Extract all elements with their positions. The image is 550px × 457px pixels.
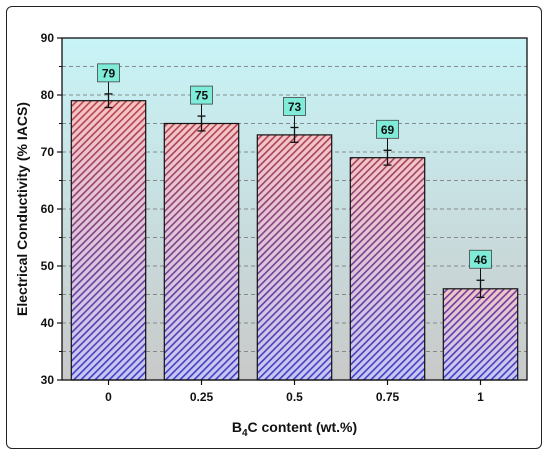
data-label-text: 73	[288, 100, 302, 114]
x-axis-title: B4C content (wt.%)	[232, 419, 357, 439]
data-label-1: 46	[469, 249, 492, 281]
data-label-box	[190, 85, 213, 105]
x-axis-title-prefix: B	[232, 419, 242, 435]
y-tick-label: 40	[41, 316, 55, 330]
data-label-0.5: 73	[283, 97, 306, 128]
data-label-box	[376, 119, 399, 139]
x-tick-label: 0.5	[286, 390, 303, 404]
bar-1	[442, 288, 519, 381]
data-label-box	[283, 97, 306, 116]
error-bars	[104, 93, 485, 299]
x-tick-label: 1	[477, 390, 484, 404]
bars	[70, 100, 519, 381]
data-label-text: 69	[381, 123, 395, 137]
data-label-0.75: 69	[376, 119, 399, 151]
y-tick-label: 60	[41, 202, 55, 216]
x-tick-label: 0.75	[376, 390, 400, 404]
data-label-text: 75	[195, 89, 209, 103]
y-axis-title: Electrical Conductivity (% IACS)	[14, 102, 30, 316]
y-tick-label: 30	[41, 373, 55, 387]
bar-0.75	[349, 157, 426, 381]
bar-hatch	[350, 157, 425, 380]
bar-0.25	[163, 122, 240, 381]
data-label-0.25: 75	[190, 85, 213, 117]
x-axis: 0 0.25 0.5 0.75 1	[105, 380, 484, 404]
bar-0	[70, 100, 147, 381]
data-label-box	[97, 63, 120, 83]
x-axis-title-subscript: 4	[242, 428, 248, 439]
bar-hatch	[164, 123, 239, 380]
x-tick-label: 0	[105, 390, 112, 404]
y-tick-label: 50	[41, 259, 55, 273]
y-tick-label: 70	[41, 145, 55, 159]
data-label-box	[469, 249, 492, 269]
data-label-text: 79	[102, 66, 116, 80]
y-axis: 30 40 50 60 70 80 90	[41, 31, 62, 387]
data-labels: 79 75 73 69 46	[97, 63, 492, 281]
bar-hatch	[71, 100, 146, 380]
bar-hatch	[443, 288, 518, 380]
x-tick-label: 0.25	[190, 390, 214, 404]
bar-hatch	[257, 134, 332, 380]
bar-0.5	[256, 134, 333, 381]
y-tick-label: 80	[41, 88, 55, 102]
data-label-text: 46	[474, 253, 488, 267]
data-label-0: 79	[97, 63, 120, 94]
x-axis-title-suffix: C content (wt.%)	[248, 419, 358, 435]
y-tick-label: 90	[41, 31, 55, 45]
